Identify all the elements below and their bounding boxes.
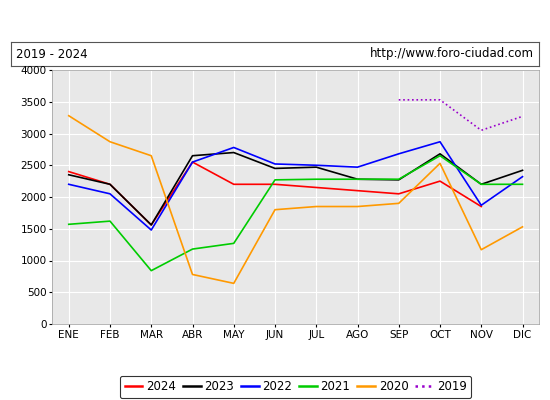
Text: http://www.foro-ciudad.com: http://www.foro-ciudad.com bbox=[370, 48, 534, 60]
Text: Evolucion Nº Turistas Nacionales en el municipio de Espartinas: Evolucion Nº Turistas Nacionales en el m… bbox=[66, 14, 484, 28]
Legend: 2024, 2023, 2022, 2021, 2020, 2019: 2024, 2023, 2022, 2021, 2020, 2019 bbox=[120, 376, 471, 398]
Text: 2019 - 2024: 2019 - 2024 bbox=[16, 48, 88, 60]
